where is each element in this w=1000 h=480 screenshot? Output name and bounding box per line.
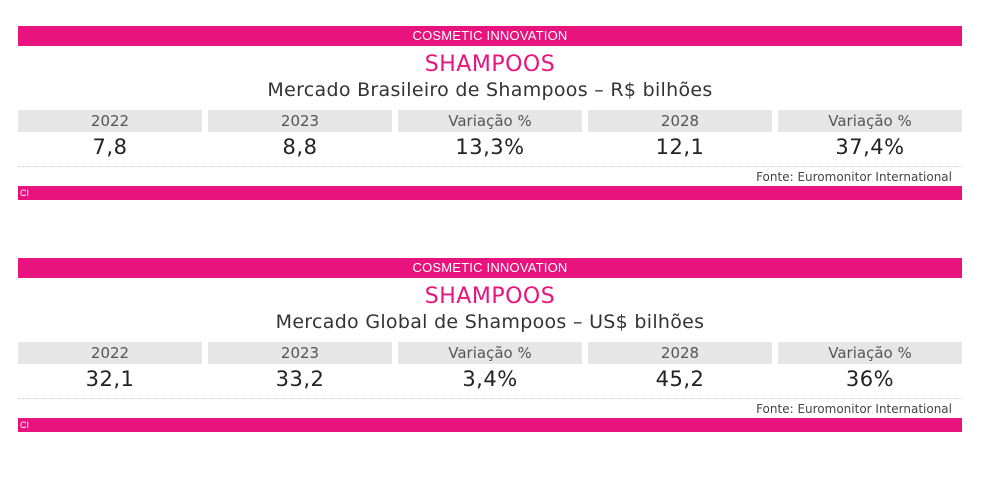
market-card-brazil: COSMETIC INNOVATION SHAMPOOS Mercado Bra… <box>18 26 962 200</box>
footer-banner: CI <box>18 186 962 200</box>
footer-logo-text: CI <box>20 188 29 198</box>
brand-banner: COSMETIC INNOVATION <box>18 258 962 278</box>
card-subtitle: Mercado Brasileiro de Shampoos – R$ bilh… <box>267 79 713 101</box>
divider <box>18 398 962 399</box>
column-header-2028: 2028 <box>588 110 772 132</box>
card-subtitle: Mercado Global de Shampoos – US$ bilhões <box>275 311 705 333</box>
value-variation: 3,4% <box>462 367 518 391</box>
value-2022: 32,1 <box>85 367 135 391</box>
source-note: Fonte: Euromonitor International <box>756 402 952 416</box>
source-note: Fonte: Euromonitor International <box>756 170 952 184</box>
column-header-variation: Variação % <box>778 342 962 364</box>
data-table: 2022 2023 Variação % 2028 Variação % 32,… <box>18 342 962 394</box>
market-card-global: COSMETIC INNOVATION SHAMPOOS Mercado Glo… <box>18 258 962 432</box>
brand-banner: COSMETIC INNOVATION <box>18 26 962 46</box>
value-variation: 36% <box>845 367 895 391</box>
card-heading: SHAMPOOS <box>424 52 556 77</box>
footer-logo-text: CI <box>20 420 29 430</box>
value-2022: 7,8 <box>92 135 128 159</box>
column-header-2023: 2023 <box>208 110 392 132</box>
value-2028: 12,1 <box>655 135 705 159</box>
card-heading: SHAMPOOS <box>424 284 556 309</box>
value-2023: 8,8 <box>282 135 318 159</box>
column-header-variation: Variação % <box>398 110 582 132</box>
column-header-2022: 2022 <box>18 110 202 132</box>
column-header-variation: Variação % <box>398 342 582 364</box>
column-header-2023: 2023 <box>208 342 392 364</box>
data-table: 2022 2023 Variação % 2028 Variação % 7,8… <box>18 110 962 162</box>
column-header-2022: 2022 <box>18 342 202 364</box>
value-variation: 37,4% <box>835 135 905 159</box>
value-2023: 33,2 <box>275 367 325 391</box>
value-variation: 13,3% <box>455 135 525 159</box>
column-header-2028: 2028 <box>588 342 772 364</box>
column-header-variation: Variação % <box>778 110 962 132</box>
footer-banner: CI <box>18 418 962 432</box>
value-2028: 45,2 <box>655 367 705 391</box>
divider <box>18 166 962 167</box>
